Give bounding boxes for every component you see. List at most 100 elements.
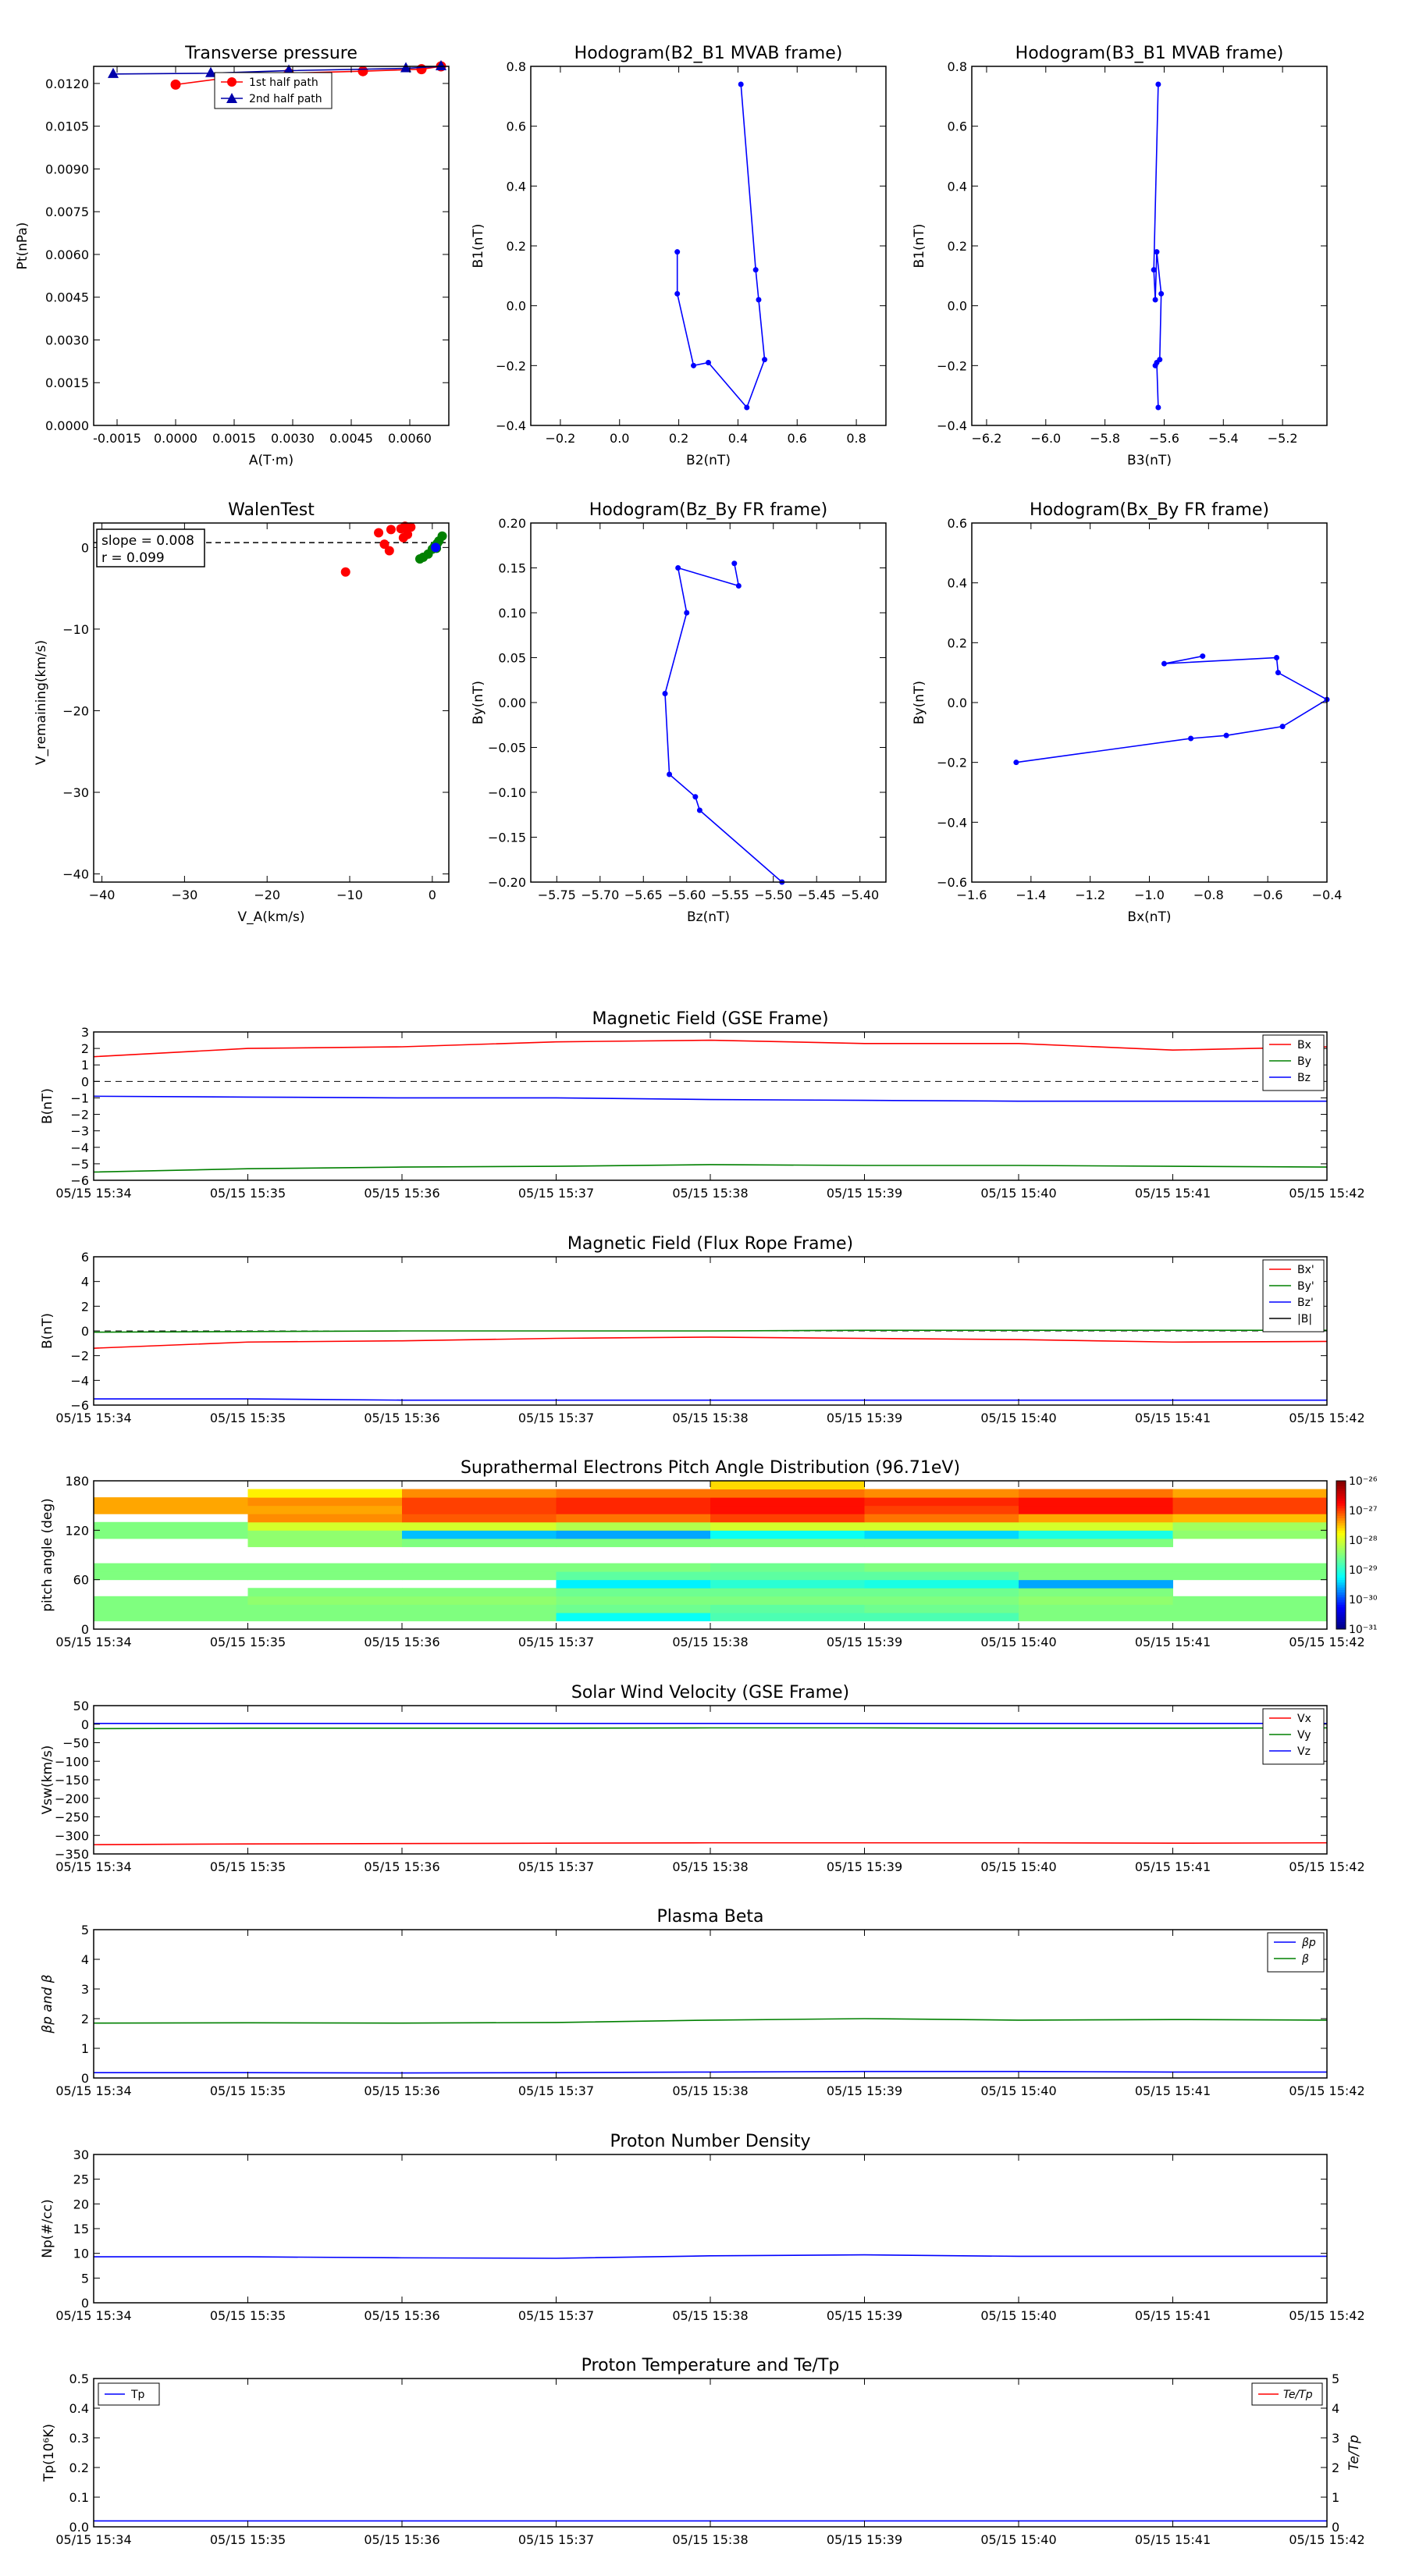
y-tick-label: −6	[70, 1398, 89, 1413]
x-tick-label: 05/15 15:34	[55, 1859, 131, 1874]
heatmap-cell	[1172, 1521, 1328, 1531]
x-tick-label: −1.4	[1016, 888, 1046, 902]
heatmap-cell	[1172, 1571, 1328, 1581]
colorbar-segment	[1336, 1606, 1346, 1610]
heatmap-cell	[94, 1596, 248, 1605]
x-tick-label: 05/15 15:39	[827, 1186, 902, 1201]
x-tick-label: 05/15 15:40	[980, 1186, 1056, 1201]
heatmap-cell	[402, 1530, 557, 1539]
x-tick-label: 0	[429, 888, 436, 902]
y-tick-label: 30	[73, 2147, 89, 2162]
x-tick-label: 05/15 15:34	[55, 2532, 131, 2547]
x-tick-label: −5.4	[1208, 431, 1239, 446]
legend-label: Bz	[1297, 1072, 1311, 1084]
y-tick-label: 0.10	[498, 606, 526, 621]
heatmap-cell	[556, 1514, 711, 1523]
heatmap-cell	[1019, 1596, 1173, 1605]
colorbar-segment	[1336, 1577, 1346, 1581]
y-tick-label: 2	[81, 1299, 89, 1314]
heatmap-cell	[710, 1481, 865, 1490]
x-tick-label: −0.6	[1253, 888, 1283, 902]
chart-title: Magnetic Field (GSE Frame)	[592, 1009, 828, 1029]
x-tick-label: 05/15 15:36	[364, 2532, 439, 2547]
series-line	[93, 1039, 1328, 1058]
legend-label: Bz'	[1297, 1297, 1314, 1309]
series-line	[93, 2018, 1328, 2024]
y-axis-label: Vsw(km/s)	[40, 1745, 55, 1815]
colorbar-segment	[1336, 1517, 1346, 1521]
y-tick-label: −200	[55, 1791, 89, 1806]
y-tick-label: 2	[81, 2012, 89, 2026]
y-axis-label: V_remaining(km/s)	[34, 640, 49, 765]
y-tick-label: 0.0030	[45, 333, 89, 347]
data-point	[384, 546, 394, 556]
heatmap-cell	[247, 1514, 403, 1523]
series-line	[93, 1336, 1328, 1349]
legend-label: Vy	[1297, 1729, 1311, 1742]
colorbar-tick-label: 10⁻²⁶	[1349, 1475, 1378, 1488]
heatmap-cell	[864, 1514, 1019, 1523]
colorbar-segment	[1336, 1562, 1346, 1566]
heatmap-cell	[1019, 1604, 1173, 1614]
legend-label: Te/Tp	[1283, 2389, 1313, 2401]
x-tick-label: 05/15 15:42	[1289, 1411, 1364, 1425]
heatmap-cell	[94, 1521, 248, 1531]
chart-title: Proton Number Density	[610, 2132, 811, 2151]
colorbar-segment	[1336, 1552, 1346, 1556]
colorbar-segment	[1336, 1498, 1346, 1501]
series-line	[93, 1329, 1327, 1333]
data-point	[1013, 760, 1019, 766]
y-tick-label: 4	[81, 1275, 89, 1290]
panel-beta: Plasma Beta 0 1 2 3 4 5 05/15 15:34 05/15 15:35 0…	[40, 1907, 1365, 2098]
colorbar-segment	[1336, 1525, 1346, 1528]
y-axis-label: pitch angle (deg)	[40, 1498, 55, 1612]
heatmap-cell	[402, 1489, 557, 1498]
panel-h2: Hodogram(B3_B1 MVAB frame) −0.4 −0.2 0.0 0.2…	[912, 44, 1328, 468]
heatmap-cell	[864, 1588, 1019, 1597]
data-point	[1161, 660, 1167, 667]
y-axis-label: B(nT)	[40, 1088, 55, 1124]
heatmap-cell	[864, 1489, 1019, 1498]
heatmap-cell	[1172, 1530, 1328, 1539]
y-tick-label: 2	[81, 1041, 89, 1056]
colorbar-segment	[1336, 1510, 1346, 1514]
data-point	[696, 807, 702, 813]
y-tick-label: −350	[55, 1847, 89, 1862]
legend-label: |B|	[1297, 1313, 1312, 1325]
data-point	[374, 528, 384, 538]
x-axis-label: B2(nT)	[686, 453, 731, 468]
plot-frame	[530, 66, 887, 426]
x-tick-label: 05/15 15:41	[1135, 1635, 1211, 1649]
series-line	[664, 563, 783, 883]
heatmap-cell	[1019, 1497, 1173, 1507]
x-tick-label: 05/15 15:37	[518, 1635, 594, 1649]
x-tick-label: 05/15 15:41	[1135, 1411, 1211, 1425]
x-tick-label: −0.2	[545, 431, 575, 446]
heatmap-cell	[94, 1612, 248, 1621]
heatmap-cell	[247, 1521, 403, 1531]
y-tick-label: 60	[73, 1573, 89, 1588]
x-tick-label: 05/15 15:37	[518, 1411, 594, 1425]
y-tick-label: 0	[81, 2296, 89, 2311]
x-tick-label: 05/15 15:35	[210, 1186, 286, 1201]
heatmap-cell	[710, 1596, 865, 1605]
heatmap-cell	[1172, 1596, 1328, 1605]
y-tick-label: 10	[73, 2247, 89, 2261]
x-tick-label: 05/15 15:40	[980, 2308, 1056, 2323]
y-tick-label: 0.00	[498, 696, 526, 710]
x-tick-label: 05/15 15:40	[980, 1411, 1056, 1425]
heatmap-cell	[710, 1497, 865, 1507]
y-tick-label: 4	[81, 1952, 89, 1967]
x-tick-label: 05/15 15:35	[210, 2308, 286, 2323]
x-tick-label: 05/15 15:36	[364, 2308, 439, 2323]
y-tick-label: 0.0	[507, 299, 526, 314]
x-axis-label: A(T·m)	[249, 453, 293, 468]
x-axis-label: V_A(km/s)	[237, 909, 304, 925]
x-tick-label: −6.2	[972, 431, 1002, 446]
heatmap-cell	[94, 1571, 248, 1581]
colorbar-segment	[1336, 1604, 1346, 1607]
y-tick-label: 15	[73, 2222, 89, 2236]
colorbar-segment	[1336, 1493, 1346, 1496]
y-tick-label: 0.0075	[45, 205, 89, 219]
y-tick-label: −10	[62, 622, 89, 637]
